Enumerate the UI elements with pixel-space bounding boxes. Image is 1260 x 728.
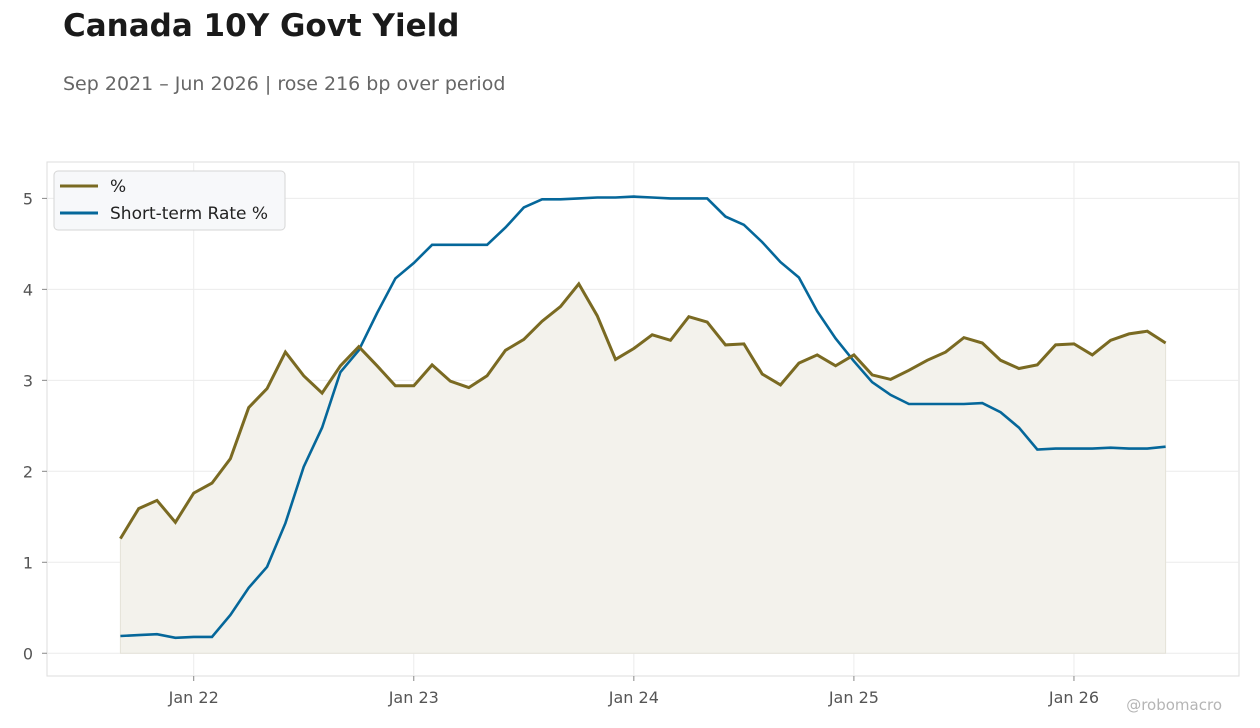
watermark: @robomacro	[1126, 696, 1222, 714]
plot-frame	[46, 161, 1240, 677]
legend-box	[53, 170, 286, 231]
x-tick-label: Jan 23	[388, 688, 439, 707]
y-tick-label: 4	[23, 280, 33, 299]
x-tick-label: Jan 22	[168, 688, 219, 707]
y-tick-label: 2	[23, 462, 33, 481]
y-tick-label: 5	[23, 189, 33, 208]
chart-subtitle: Sep 2021 – Jun 2026 | rose 216 bp over p…	[63, 73, 506, 95]
y-tick-label: 1	[23, 553, 33, 572]
x-tick-label: Jan 26	[1048, 688, 1099, 707]
x-tick-label: Jan 24	[608, 688, 659, 707]
yield-line	[119, 281, 1167, 540]
legend-label-yield: %	[110, 177, 126, 197]
yield-area-fill	[119, 283, 1167, 654]
y-tick-label: 0	[23, 644, 33, 663]
x-axis: Jan 22 Jan 23 Jan 24 Jan 25 Jan 26	[168, 676, 1099, 707]
short-rate-line	[120, 195, 1166, 640]
x-tick-label: Jan 25	[828, 688, 879, 707]
chart-title: Canada 10Y Govt Yield	[63, 8, 460, 44]
legend: % Short-term Rate %	[53, 170, 286, 231]
legend-label-short-rate: Short-term Rate %	[110, 204, 268, 224]
y-axis: 0 1 2 3 4 5	[23, 189, 47, 663]
y-tick-label: 3	[23, 371, 33, 390]
